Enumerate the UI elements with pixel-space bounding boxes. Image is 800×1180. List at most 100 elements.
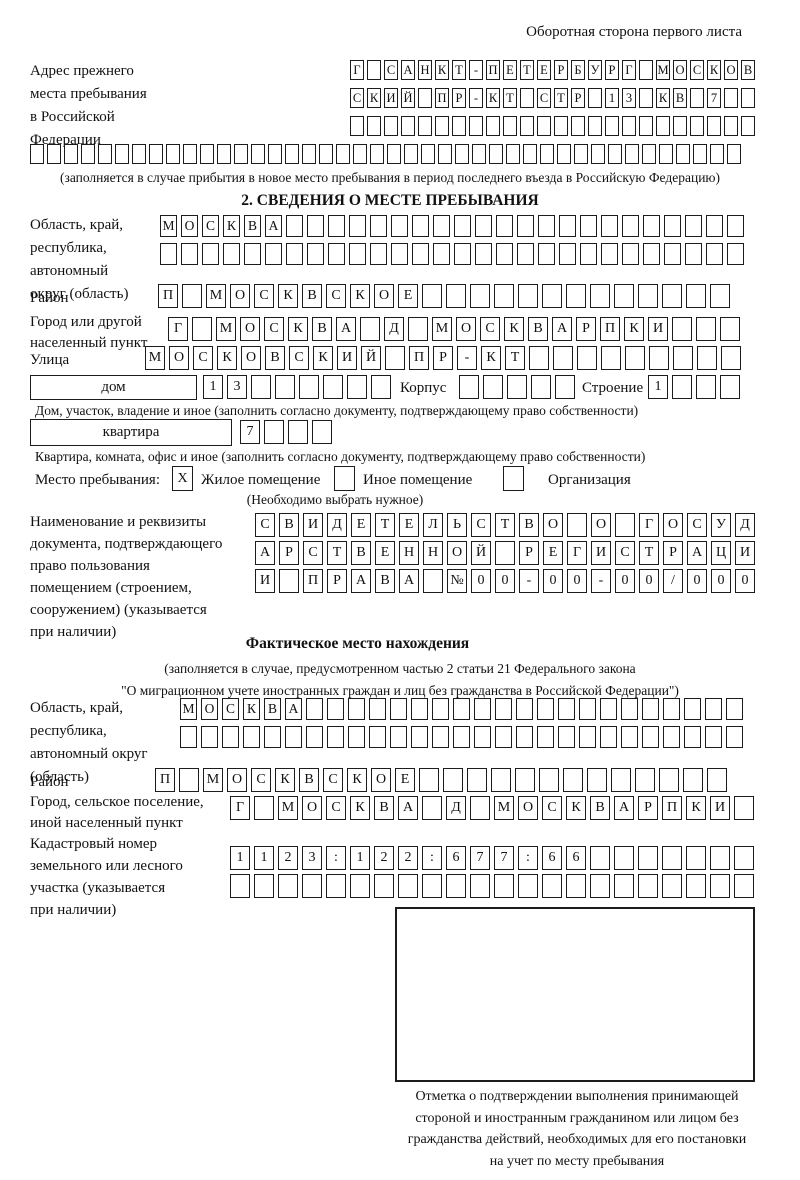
char-box[interactable] xyxy=(369,698,386,720)
char-box[interactable] xyxy=(223,243,240,265)
char-box[interactable] xyxy=(279,569,299,593)
char-box[interactable]: С xyxy=(255,513,275,537)
char-box[interactable] xyxy=(243,726,260,748)
char-box[interactable] xyxy=(326,874,346,898)
char-box[interactable] xyxy=(690,116,704,136)
char-box[interactable]: - xyxy=(519,569,539,593)
char-box[interactable] xyxy=(710,874,730,898)
char-box[interactable]: К xyxy=(217,346,237,370)
char-box[interactable] xyxy=(411,726,428,748)
char-box[interactable] xyxy=(132,144,146,164)
char-box[interactable]: О xyxy=(169,346,189,370)
char-box[interactable]: С xyxy=(254,284,274,308)
char-box[interactable]: М xyxy=(180,698,197,720)
char-box[interactable]: И xyxy=(735,541,755,565)
char-box[interactable] xyxy=(741,116,755,136)
char-box[interactable] xyxy=(664,243,681,265)
char-box[interactable] xyxy=(724,88,738,108)
char-box[interactable] xyxy=(370,243,387,265)
char-box[interactable] xyxy=(385,346,405,370)
char-box[interactable] xyxy=(663,726,680,748)
char-box[interactable]: Т xyxy=(639,541,659,565)
char-box[interactable]: Г xyxy=(168,317,188,341)
char-box[interactable]: 0 xyxy=(735,569,755,593)
char-box[interactable] xyxy=(580,215,597,237)
char-box[interactable] xyxy=(470,874,490,898)
char-box[interactable] xyxy=(643,243,660,265)
char-box[interactable] xyxy=(684,726,701,748)
char-box[interactable]: 1 xyxy=(648,375,668,399)
char-box[interactable] xyxy=(605,116,619,136)
char-box[interactable] xyxy=(625,144,639,164)
char-box[interactable] xyxy=(579,698,596,720)
char-box[interactable] xyxy=(408,317,428,341)
char-box[interactable] xyxy=(566,874,586,898)
char-box[interactable]: Р xyxy=(571,88,585,108)
char-box[interactable]: И xyxy=(337,346,357,370)
char-box[interactable] xyxy=(348,726,365,748)
char-box[interactable] xyxy=(685,243,702,265)
char-box[interactable]: С xyxy=(471,513,491,537)
char-box[interactable] xyxy=(453,698,470,720)
char-box[interactable] xyxy=(327,698,344,720)
char-box[interactable]: Т xyxy=(520,60,534,80)
char-box[interactable]: М xyxy=(494,796,514,820)
char-box[interactable]: К xyxy=(223,215,240,237)
char-box[interactable]: Т xyxy=(375,513,395,537)
char-box[interactable] xyxy=(664,215,681,237)
char-box[interactable] xyxy=(559,243,576,265)
char-box[interactable] xyxy=(622,116,636,136)
char-box[interactable] xyxy=(538,215,555,237)
char-box[interactable]: 7 xyxy=(494,846,514,870)
char-box[interactable]: В xyxy=(302,284,322,308)
char-box[interactable]: В xyxy=(351,541,371,565)
char-box[interactable]: № xyxy=(447,569,467,593)
char-box[interactable] xyxy=(590,874,610,898)
char-box[interactable]: Т xyxy=(452,60,466,80)
char-box[interactable] xyxy=(275,375,295,399)
char-box[interactable] xyxy=(418,116,432,136)
char-box[interactable] xyxy=(621,726,638,748)
char-box[interactable] xyxy=(302,874,322,898)
char-box[interactable]: 0 xyxy=(639,569,659,593)
char-box[interactable] xyxy=(349,215,366,237)
char-box[interactable] xyxy=(453,726,470,748)
char-box[interactable]: В xyxy=(528,317,548,341)
char-box[interactable]: Й xyxy=(361,346,381,370)
char-box[interactable] xyxy=(412,215,429,237)
char-box[interactable] xyxy=(483,375,503,399)
char-box[interactable]: М xyxy=(206,284,226,308)
char-box[interactable] xyxy=(327,726,344,748)
char-box[interactable]: О xyxy=(543,513,563,537)
char-box[interactable]: К xyxy=(624,317,644,341)
char-box[interactable]: И xyxy=(710,796,730,820)
char-box[interactable] xyxy=(673,116,687,136)
char-box[interactable] xyxy=(601,243,618,265)
char-box[interactable]: М xyxy=(656,60,670,80)
char-box[interactable] xyxy=(459,375,479,399)
char-box[interactable] xyxy=(707,116,721,136)
char-box[interactable] xyxy=(622,215,639,237)
char-box[interactable]: К xyxy=(313,346,333,370)
char-box[interactable] xyxy=(537,698,554,720)
char-box[interactable] xyxy=(421,144,435,164)
char-box[interactable]: О xyxy=(371,768,391,792)
char-box[interactable] xyxy=(370,215,387,237)
char-box[interactable] xyxy=(348,698,365,720)
char-box[interactable] xyxy=(349,243,366,265)
char-box[interactable]: С xyxy=(303,541,323,565)
char-box[interactable] xyxy=(518,284,538,308)
char-box[interactable] xyxy=(433,243,450,265)
char-box[interactable]: / xyxy=(663,569,683,593)
char-box[interactable] xyxy=(64,144,78,164)
char-box[interactable]: К xyxy=(686,796,706,820)
char-box[interactable]: Р xyxy=(452,88,466,108)
char-box[interactable] xyxy=(323,375,343,399)
char-box[interactable] xyxy=(538,243,555,265)
char-box[interactable] xyxy=(47,144,61,164)
char-box[interactable] xyxy=(705,726,722,748)
char-box[interactable]: Р xyxy=(327,569,347,593)
char-box[interactable] xyxy=(422,874,442,898)
char-box[interactable] xyxy=(285,726,302,748)
char-box[interactable] xyxy=(590,846,610,870)
